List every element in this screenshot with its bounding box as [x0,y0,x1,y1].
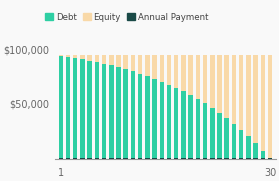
Bar [116,54,121,159]
Bar [152,79,157,159]
Bar [167,158,171,159]
Bar [95,54,99,159]
Bar [232,54,236,159]
Bar [145,76,150,159]
Bar [196,54,200,159]
Bar [268,54,272,159]
Bar [246,158,251,159]
Bar [261,54,265,159]
Bar [239,130,243,159]
Bar [225,158,229,159]
Bar [102,64,106,159]
Bar [203,103,207,159]
Bar [138,74,142,159]
Bar [116,158,121,159]
Bar [145,158,150,159]
Bar [217,158,222,159]
Bar [59,56,63,159]
Bar [167,54,171,159]
Bar [145,54,150,159]
Bar [138,54,142,159]
Bar [59,54,63,159]
Bar [261,158,265,159]
Bar [80,158,85,159]
Bar [66,57,70,159]
Bar [109,54,114,159]
Bar [152,54,157,159]
Bar [80,59,85,159]
Bar [124,158,128,159]
Bar [59,158,63,159]
Bar [203,54,207,159]
Bar [174,54,179,159]
Bar [95,62,99,159]
Bar [188,95,193,159]
Bar [217,54,222,159]
Bar [253,143,258,159]
Bar [87,54,92,159]
Bar [73,54,78,159]
Bar [109,158,114,159]
Bar [131,158,135,159]
Bar [188,158,193,159]
Bar [80,54,85,159]
Bar [116,67,121,159]
Bar [196,158,200,159]
Bar [232,158,236,159]
Bar [239,158,243,159]
Bar [210,54,215,159]
Bar [167,85,171,159]
Bar [253,54,258,159]
Bar [160,81,164,159]
Bar [217,113,222,159]
Bar [174,158,179,159]
Bar [73,158,78,159]
Bar [109,66,114,159]
Bar [268,158,272,159]
Bar [174,88,179,159]
Bar [102,158,106,159]
Bar [66,54,70,159]
Bar [239,54,243,159]
Bar [131,54,135,159]
Bar [246,54,251,159]
Bar [95,158,99,159]
Bar [124,54,128,159]
Bar [225,54,229,159]
Legend: Debt, Equity, Annual Payment: Debt, Equity, Annual Payment [42,9,212,25]
Bar [253,158,258,159]
Bar [87,158,92,159]
Bar [131,71,135,159]
Bar [225,118,229,159]
Bar [160,158,164,159]
Bar [203,158,207,159]
Bar [160,54,164,159]
Bar [261,151,265,159]
Bar [124,69,128,159]
Bar [188,54,193,159]
Bar [181,54,186,159]
Bar [102,54,106,159]
Bar [181,158,186,159]
Bar [138,158,142,159]
Bar [181,91,186,159]
Bar [210,108,215,159]
Bar [232,124,236,159]
Bar [210,158,215,159]
Bar [87,61,92,159]
Bar [152,158,157,159]
Bar [196,99,200,159]
Bar [66,158,70,159]
Bar [246,136,251,159]
Bar [73,58,78,159]
